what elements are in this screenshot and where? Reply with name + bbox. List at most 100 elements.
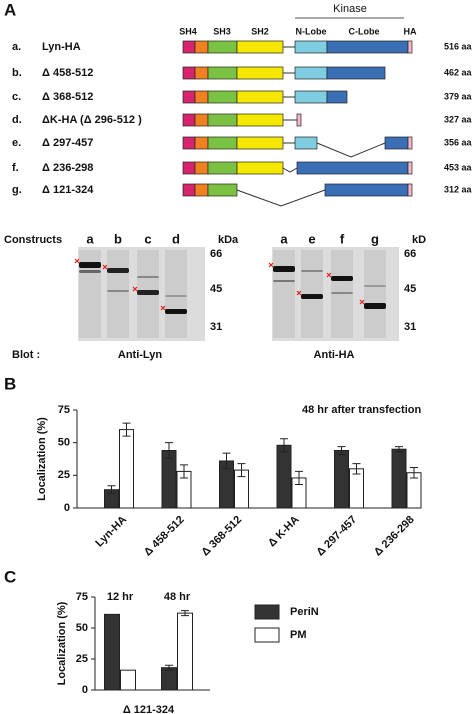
domain-box [294, 90, 328, 104]
domain-box [207, 183, 238, 197]
domain-box [407, 40, 413, 54]
domain-box [194, 40, 209, 54]
asterisk [359, 299, 365, 305]
domain-box [207, 136, 238, 150]
band [301, 294, 323, 299]
y-tick-label: 50 [76, 622, 88, 634]
mw-unit: kDa [218, 234, 239, 246]
band [301, 270, 323, 272]
domain-box [207, 90, 238, 104]
row-letter: d. [12, 114, 22, 126]
error-bar [122, 422, 131, 437]
lane-label: b [114, 231, 122, 246]
domain-box [294, 66, 328, 80]
bar [276, 444, 292, 509]
blot-left: a b c d kDa 66 45 31 Anti-Lyn [74, 231, 239, 361]
error-bar [395, 446, 403, 453]
x-tick-label: Lyn-HA [93, 514, 129, 550]
error-bar [180, 464, 188, 479]
domain-box [236, 66, 284, 80]
domain-box [324, 183, 409, 197]
deletion-line [282, 167, 298, 173]
mw-marker: 66 [404, 248, 416, 260]
bar [334, 450, 349, 509]
asterisk [268, 262, 274, 268]
domain-box [407, 183, 413, 197]
domain-label: SH4 [179, 26, 197, 36]
domain-label: N-Lobe [296, 26, 327, 36]
band [165, 309, 187, 314]
domain-box [236, 136, 284, 150]
x-tick-label: Δ K-HA [266, 514, 302, 550]
domain-box [326, 40, 409, 54]
mw-marker: 66 [210, 248, 222, 260]
panel-label: B [4, 374, 16, 393]
y-tick-label: 25 [76, 653, 88, 665]
row-letter: f. [12, 162, 19, 174]
domain-box [182, 183, 196, 197]
row-letter: c. [12, 91, 21, 103]
domain-box [407, 161, 413, 175]
band [79, 270, 101, 273]
lane-label: f [340, 231, 345, 246]
error-bar [165, 442, 173, 459]
domain-label: HA [404, 26, 417, 36]
domain-box [207, 40, 238, 54]
x-tick-label: Δ 368-512 [199, 514, 244, 559]
bar [104, 613, 120, 691]
asterisk [326, 272, 332, 278]
asterisk [102, 264, 108, 270]
domain-box [194, 161, 209, 175]
bar [177, 612, 193, 691]
construct-name: Lyn-HA [42, 41, 81, 53]
construct-length: 453 aa [444, 162, 473, 172]
blot-label: Blot : [12, 349, 40, 361]
domain-box [194, 136, 209, 150]
asterisk [296, 290, 302, 296]
construct-name: ΔK-HA (Δ 296-512 ) [42, 114, 142, 126]
blot-right: a e f g kD 66 45 31 Anti-HA [268, 231, 426, 361]
error-bar [280, 438, 288, 453]
band [364, 285, 386, 287]
bar [161, 667, 177, 691]
mw-marker: 31 [404, 321, 416, 333]
construct-length: 379 aa [444, 91, 473, 101]
band [331, 292, 353, 294]
mw-unit: kD [412, 234, 426, 246]
asterisk [160, 305, 166, 311]
domain-box [182, 40, 196, 54]
domain-box [207, 66, 238, 80]
mw-marker: 45 [404, 283, 416, 295]
error-bar [295, 470, 303, 485]
asterisk [132, 286, 138, 292]
domain-box [207, 113, 238, 127]
y-tick-label: 0 [82, 684, 88, 696]
legend-label: PM [290, 629, 307, 641]
row-letter: e. [12, 137, 21, 149]
construct-name: Δ 297-457 [42, 137, 93, 149]
legend-label: PeriN [290, 606, 319, 618]
panel-label: A [4, 0, 16, 19]
construct-name: Δ 236-298 [42, 162, 93, 174]
domain-box [182, 113, 196, 127]
construct-name: Δ 458-512 [42, 67, 93, 79]
band [107, 268, 129, 273]
error-bar [410, 466, 418, 479]
band [79, 262, 101, 268]
domain-box [182, 90, 196, 104]
x-axis-label: Δ 121-324 [123, 704, 175, 714]
band [137, 290, 159, 295]
construct-length: 462 aa [444, 67, 473, 77]
lane-label: d [172, 231, 180, 246]
bar [391, 448, 407, 509]
band [165, 295, 187, 297]
domain-box [194, 113, 209, 127]
x-tick-label: Δ 297-457 [314, 514, 359, 559]
domain-box [326, 66, 386, 80]
legend-swatch [254, 604, 280, 620]
construct-length: 327 aa [444, 114, 473, 124]
deletion-line [316, 142, 386, 158]
lane-smear [273, 250, 295, 338]
row-letter: g. [12, 184, 22, 196]
